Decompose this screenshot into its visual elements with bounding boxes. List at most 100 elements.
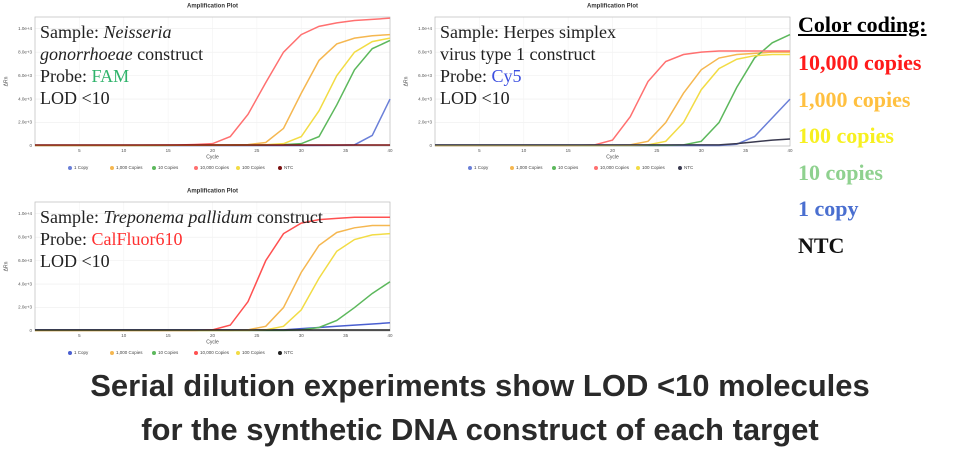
sample-name: Herpes simplex virus type 1 — [440, 22, 616, 64]
legend-marker — [110, 166, 114, 170]
legend-marker — [152, 166, 156, 170]
lod-line: LOD <10 — [440, 88, 510, 108]
x-tick-label: 40 — [787, 148, 793, 153]
caption-line: Serial dilution experiments show LOD <10… — [90, 368, 870, 403]
legend-marker — [236, 166, 240, 170]
legend-label: 10,000 Copies — [600, 165, 630, 170]
y-axis-label: ΔRn — [3, 76, 9, 86]
color-code-item: NTC — [798, 232, 845, 258]
x-tick-label: 5 — [78, 333, 81, 338]
color-code-item: 10,000 copies — [798, 50, 922, 75]
x-tick-label: 10 — [521, 148, 527, 153]
probe-name: CalFluor610 — [91, 229, 183, 249]
legend-marker — [236, 351, 240, 355]
x-tick-label: 30 — [299, 333, 305, 338]
x-tick-label: 15 — [566, 148, 572, 153]
x-tick-label: 40 — [387, 333, 393, 338]
legend-label: 1,000 Copies — [116, 165, 143, 170]
x-tick-label: 10 — [121, 148, 127, 153]
y-axis-label: ΔRn — [3, 261, 9, 271]
y-tick-label: 2.0e+3 — [18, 305, 32, 310]
probe-label: Probe: — [440, 66, 487, 86]
legend-marker — [468, 166, 472, 170]
lod-line: LOD <10 — [40, 251, 110, 271]
legend-label: 1,000 Copies — [116, 350, 143, 355]
y-tick-label: 0 — [29, 328, 32, 333]
legend-label: 1,000 Copies — [516, 165, 543, 170]
legend-marker — [68, 351, 72, 355]
legend-label: 10,000 Copies — [200, 165, 230, 170]
legend-label: 1 Copy — [74, 350, 89, 355]
chart-title: Amplification Plot — [587, 4, 638, 10]
legend-marker — [110, 351, 114, 355]
legend-label: 10 Copies — [158, 165, 179, 170]
probe-line: Probe: FAM — [40, 65, 255, 87]
x-tick-label: 20 — [210, 333, 216, 338]
legend-label: 10 Copies — [558, 165, 579, 170]
y-tick-label: 6.0e+3 — [18, 73, 32, 78]
x-tick-label: 35 — [743, 148, 749, 153]
series-line — [435, 138, 791, 146]
color-code-item: 10 copies — [798, 159, 883, 185]
x-tick-label: 20 — [610, 148, 616, 153]
legend-label: 1 Copy — [474, 165, 489, 170]
x-tick-label: 25 — [254, 333, 260, 338]
probe-name: Cy5 — [491, 66, 522, 86]
sample-suffix: construct — [529, 44, 596, 64]
sample-suffix: construct — [256, 207, 323, 227]
x-tick-label: 25 — [654, 148, 660, 153]
x-tick-label: 10 — [121, 333, 127, 338]
sample-label: Sample: — [40, 22, 99, 42]
sample-line: Sample: Herpes simplex virus type 1 cons… — [440, 21, 650, 65]
y-tick-label: 0 — [429, 143, 432, 148]
color-code-item: 1,000 copies — [798, 86, 911, 112]
legend-marker — [194, 166, 198, 170]
y-tick-label: 6.0e+3 — [18, 258, 32, 263]
y-tick-label: 1.0e+4 — [418, 26, 432, 31]
y-tick-label: 8.0e+3 — [18, 49, 32, 54]
legend-label: 1 Copy — [74, 165, 89, 170]
annotation: Sample: Treponema pallidum construct Prob… — [40, 206, 380, 272]
x-axis-label: Cycle — [606, 154, 619, 160]
annotation: Sample: Herpes simplex virus type 1 cons… — [440, 21, 650, 109]
annotation: Sample: Neisseria gonorrhoeae construct P… — [40, 21, 255, 109]
sample-line: Sample: Neisseria gonorrhoeae construct — [40, 21, 255, 65]
x-axis-label: Cycle — [206, 339, 219, 345]
x-tick-label: 15 — [166, 148, 172, 153]
y-tick-label: 2.0e+3 — [418, 120, 432, 125]
legend-marker — [594, 166, 598, 170]
x-tick-label: 35 — [343, 333, 349, 338]
probe-label: Probe: — [40, 229, 87, 249]
legend-marker — [510, 166, 514, 170]
sample-name: Neisseria gonorrhoeae — [40, 22, 172, 64]
sample-label: Sample: — [440, 22, 499, 42]
legend-label: 100 Copies — [242, 350, 266, 355]
y-tick-label: 6.0e+3 — [418, 73, 432, 78]
color-code-item: 100 copies — [798, 123, 894, 148]
y-tick-label: 4.0e+3 — [418, 96, 432, 101]
sample-line: Sample: Treponema pallidum construct — [40, 206, 380, 228]
legend-label: 100 Copies — [242, 165, 266, 170]
probe-label: Probe: — [40, 66, 87, 86]
sample-label: Sample: — [40, 207, 99, 227]
legend-marker — [152, 351, 156, 355]
lod-line: LOD <10 — [40, 88, 110, 108]
y-tick-label: 1.0e+4 — [18, 211, 32, 216]
chart-title: Amplification Plot — [187, 4, 238, 10]
y-tick-label: 2.0e+3 — [18, 120, 32, 125]
y-tick-label: 8.0e+3 — [418, 49, 432, 54]
legend-label: NTC — [684, 165, 694, 170]
color-code-item: 1 copy — [798, 196, 859, 221]
legend-marker — [636, 166, 640, 170]
y-tick-label: 0 — [29, 143, 32, 148]
chart-title: Amplification Plot — [187, 189, 238, 195]
legend-label: 100 Copies — [642, 165, 666, 170]
color-coding-title: Color coding: — [798, 12, 927, 37]
y-tick-label: 8.0e+3 — [18, 234, 32, 239]
legend-label: 10,000 Copies — [200, 350, 230, 355]
x-tick-label: 5 — [478, 148, 481, 153]
y-tick-label: 4.0e+3 — [18, 281, 32, 286]
x-tick-label: 5 — [78, 148, 81, 153]
y-axis-label: ΔRn — [403, 76, 409, 86]
